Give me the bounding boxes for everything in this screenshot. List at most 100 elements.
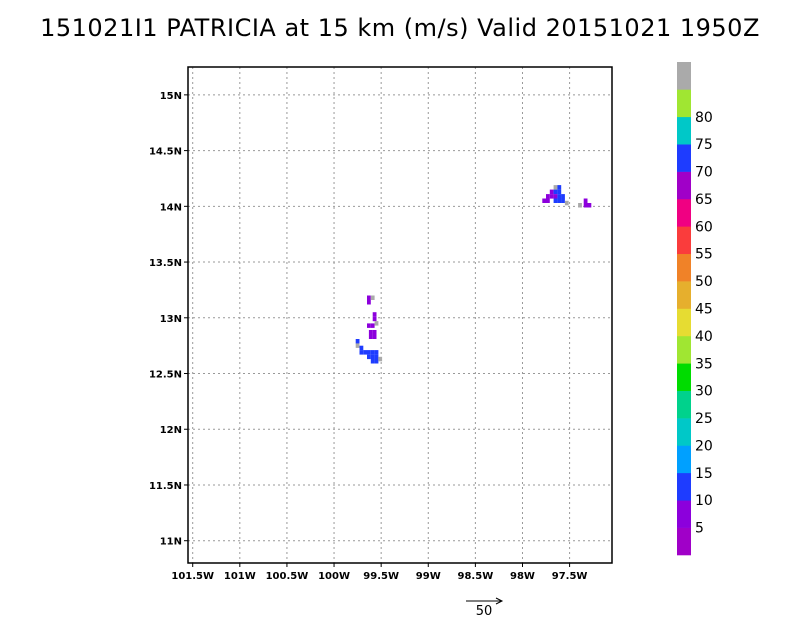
colorbar-label: 30	[695, 384, 713, 400]
colorbar-segment	[677, 500, 691, 528]
colorbar-segment	[677, 363, 691, 391]
x-tick-label: 100W	[318, 571, 350, 582]
colorbar-label: 65	[695, 192, 713, 208]
wind-speed-cell	[355, 343, 360, 348]
colorbar-segment	[677, 390, 691, 419]
x-tick-label: 97.5W	[552, 571, 588, 582]
x-tick-label: 98.5W	[458, 571, 494, 582]
colorbar-label: 60	[695, 219, 713, 235]
colorbar-label: 20	[695, 438, 713, 454]
wind-speed-cell	[372, 312, 377, 317]
colorbar-label: 35	[695, 356, 713, 372]
colorbar-label: 10	[695, 493, 713, 509]
wind-speed-cell	[564, 200, 569, 206]
colorbar-segment	[677, 445, 691, 474]
wind-speed-cell	[549, 194, 554, 199]
wind-speed-cell	[368, 334, 373, 339]
y-tick-label: 13N	[160, 314, 182, 325]
colorbar-segment	[677, 472, 691, 501]
colorbar-label: 50	[695, 274, 713, 290]
reference-vector-label: 50	[476, 604, 493, 618]
wind-speed-cell	[583, 198, 588, 203]
x-tick-label: 101W	[224, 571, 256, 582]
colorbar-segment	[677, 171, 691, 200]
wind-speed-cell	[359, 345, 364, 351]
colorbar-label: 55	[695, 247, 713, 263]
wind-speed-cell	[363, 350, 368, 355]
wind-speed-cell	[583, 203, 588, 208]
y-tick-label: 12.5N	[149, 370, 182, 381]
colorbar-segment	[677, 253, 691, 282]
wind-speed-cell	[372, 330, 377, 335]
colorbar-label: 80	[695, 110, 713, 126]
wind-speed-cell	[367, 295, 371, 300]
wind-speed-cell	[557, 185, 562, 190]
wind-speed-cell	[370, 323, 375, 328]
x-tick-label: 99.5W	[363, 571, 399, 582]
x-tick-label: 101.5W	[171, 571, 214, 582]
wind-speed-cell	[553, 185, 558, 190]
wind-speed-cell	[553, 198, 558, 203]
colorbar-segment	[677, 335, 691, 364]
y-tick-label: 14N	[160, 202, 182, 213]
colorbar-segment	[677, 198, 691, 227]
wind-speed-cell	[370, 350, 375, 355]
wind-speed-cell	[557, 189, 562, 195]
wind-speed-cell	[578, 203, 582, 208]
colorbar-label: 75	[695, 137, 713, 153]
y-tick-label: 11N	[160, 537, 182, 548]
colorbar-segment	[677, 527, 691, 556]
wind-speed-cell	[546, 198, 550, 203]
colorbar-segment	[677, 281, 691, 309]
wind-speed-cells	[355, 185, 592, 364]
wind-speed-cell	[370, 359, 375, 364]
colorbar-label: 25	[695, 411, 713, 427]
wind-speed-cell	[367, 350, 371, 355]
grid-lines	[188, 67, 612, 563]
wind-speed-cell	[370, 295, 375, 300]
y-axis-ticks: 11N 11.5N 12N 12.5N 13N 13.5N 14N 14.5N 15N	[149, 91, 188, 548]
y-tick-label: 15N	[160, 91, 182, 102]
colorbar-segment	[677, 116, 691, 145]
x-tick-label: 100.5W	[266, 571, 309, 582]
plot-frame	[187, 66, 613, 564]
wind-speed-cell	[359, 350, 364, 355]
wind-speed-cell	[587, 203, 592, 208]
wind-speed-cell	[372, 316, 377, 322]
colorbar-label: 40	[695, 329, 713, 345]
wind-speed-cell	[553, 194, 558, 199]
x-axis-ticks: 101.5W 101W 100.5W 100W 99.5W 99W 98.5W 98W 97.5…	[171, 563, 587, 582]
wind-speed-cell	[553, 189, 558, 195]
wind-speed-cell	[367, 354, 371, 360]
wind-speed-cell	[374, 354, 379, 360]
wind-speed-cell	[367, 300, 371, 305]
chart-title: 151021I1 PATRICIA at 15 km (m/s) Valid 2…	[40, 14, 760, 42]
colorbar-segment	[677, 308, 691, 337]
y-tick-label: 12N	[160, 425, 182, 436]
wind-speed-cell	[561, 194, 565, 199]
wind-speed-cell	[374, 359, 379, 364]
colorbar: 5 10 15 20 25 30 35 40 45 50 55 60 65 70 75 80	[677, 62, 713, 556]
colorbar-segment	[677, 418, 691, 446]
wind-speed-cell	[557, 198, 562, 203]
reference-vector-arrowhead	[495, 597, 504, 605]
wind-speed-cell	[367, 323, 371, 328]
wind-speed-cell	[368, 330, 373, 335]
x-tick-label: 99W	[416, 571, 441, 582]
wind-speed-cell	[561, 198, 565, 203]
colorbar-label: 15	[695, 466, 713, 482]
colorbar-segment	[677, 226, 691, 255]
colorbar-label: 5	[695, 521, 704, 537]
wind-speed-cell	[378, 356, 383, 362]
wind-speed-cell	[557, 194, 562, 199]
colorbar-segment	[677, 62, 691, 90]
wind-speed-cell	[372, 334, 377, 339]
reference-vector: 50	[466, 597, 504, 618]
wind-speed-cell	[546, 194, 550, 199]
y-tick-label: 11.5N	[149, 481, 182, 492]
x-tick-label: 98W	[510, 571, 535, 582]
y-tick-label: 14.5N	[149, 147, 182, 158]
wind-speed-cell	[542, 198, 547, 203]
y-tick-label: 13.5N	[149, 258, 182, 269]
wind-speed-cell	[374, 350, 379, 355]
